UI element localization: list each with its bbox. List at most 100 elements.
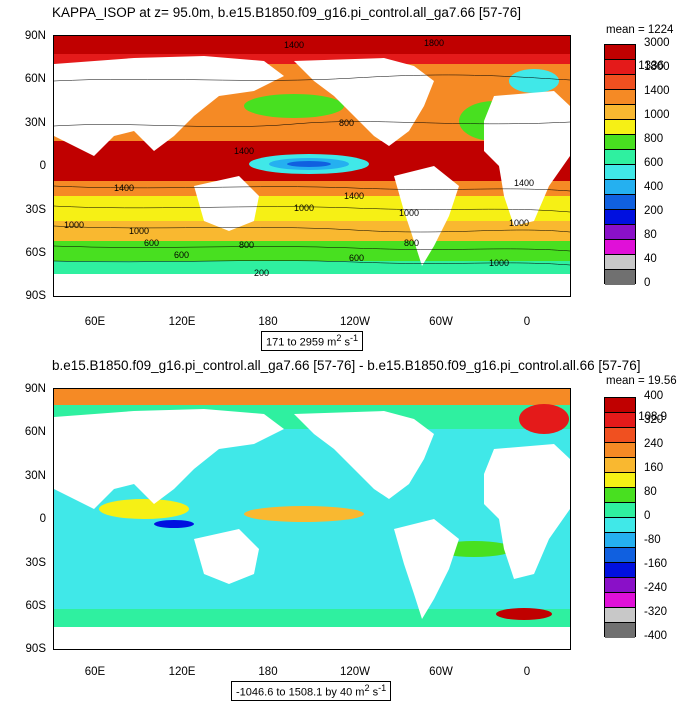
contour-label: 1800 — [424, 38, 444, 48]
contour-label: 600 — [349, 253, 364, 263]
lon-label: 180 — [258, 316, 278, 328]
colorbar-cell — [605, 195, 635, 210]
lat-label: 0 — [39, 160, 46, 172]
range-text: -1046.6 to 1508.1 by 40 m — [236, 686, 365, 699]
contour-label: 1000 — [294, 203, 314, 213]
colorbar-cell — [605, 105, 635, 120]
colorbar-label: 1000 — [644, 109, 670, 121]
southern-red-patch — [496, 608, 552, 620]
lat-label: 30S — [25, 557, 46, 569]
colorbar-cell — [605, 503, 635, 518]
lon-label: 0 — [523, 316, 531, 328]
pacific-warm-patch — [244, 506, 364, 522]
contour-label: 800 — [404, 238, 419, 248]
colorbar-cell — [605, 75, 635, 90]
colorbar-label: 160 — [644, 462, 664, 474]
panel1-map-svg: 1400 1800 800 1400 1400 1000 1000 1000 6… — [54, 36, 570, 296]
contour-label: 800 — [239, 240, 254, 250]
panel2-mean: mean = 19.56 — [606, 375, 677, 387]
colorbar-label: 600 — [644, 157, 664, 169]
contour-label: 1000 — [399, 208, 419, 218]
panel1-map: 1400 1800 800 1400 1400 1000 1000 1000 6… — [53, 35, 571, 297]
colorbar-cell — [605, 135, 635, 150]
colorbar-cell — [605, 255, 635, 270]
colorbar-label: 3000 — [644, 37, 670, 49]
colorbar-cell — [605, 240, 635, 255]
contour-label: 1000 — [489, 258, 509, 268]
land-south-america — [394, 166, 459, 266]
contour-label: 1400 — [114, 183, 134, 193]
land-north-america — [294, 411, 434, 499]
colorbar-label: 1800 — [644, 61, 670, 73]
north-atlantic-red — [519, 404, 569, 434]
range-suffix-sup: -1 — [378, 683, 387, 693]
lat-label: 90S — [25, 643, 46, 655]
lat-label: 60S — [25, 247, 46, 259]
lon-label: 60W — [429, 316, 453, 328]
southern-yellow-band — [54, 196, 570, 221]
lon-label: 0 — [523, 666, 531, 678]
range-unit-sup: 2 — [336, 333, 342, 343]
colorbar-label: 400 — [644, 181, 664, 193]
colorbar-label: -400 — [644, 630, 668, 642]
colorbar-label: 320 — [644, 414, 664, 426]
lat-label: 30N — [24, 470, 46, 482]
colorbar-cell — [605, 180, 635, 195]
lon-label: 120W — [339, 316, 371, 328]
lon-label: 60W — [429, 666, 453, 678]
colorbar-cell — [605, 225, 635, 240]
colorbar-label: 80 — [644, 486, 657, 498]
contour-label: 1400 — [514, 178, 534, 188]
lon-label: 60E — [84, 666, 106, 678]
arctic-band — [54, 389, 570, 405]
panel2-map — [53, 388, 571, 650]
arctic-band-2 — [54, 54, 570, 64]
panel1-mean: mean = 1224 — [606, 24, 674, 36]
lat-label: 30S — [25, 204, 46, 216]
lat-label: 90S — [25, 290, 46, 302]
panel2-colorbar — [604, 397, 636, 638]
colorbar-cell — [605, 533, 635, 548]
lon-label: 120E — [168, 316, 196, 328]
contour-label: 1000 — [129, 226, 149, 236]
colorbar-label: 800 — [644, 133, 664, 145]
contour-label: 1400 — [284, 40, 304, 50]
colorbar-cell — [605, 413, 635, 428]
colorbar-cell — [605, 60, 635, 75]
lat-label: 60S — [25, 600, 46, 612]
contour-label: 1000 — [64, 220, 84, 230]
lat-label: 30N — [24, 117, 46, 129]
contour-label: 200 — [254, 268, 269, 278]
land-eurasia — [54, 56, 284, 156]
land-africa — [484, 444, 570, 579]
panel2-range-label: -1046.6 to 1508.1 by 40 m2 s-1 — [231, 681, 392, 701]
colorbar-cell — [605, 623, 635, 638]
colorbar-cell — [605, 488, 635, 503]
colorbar-cell — [605, 608, 635, 623]
colorbar-label: 400 — [644, 390, 664, 402]
colorbar-cell — [605, 428, 635, 443]
colorbar-label: -160 — [644, 558, 668, 570]
land-australia — [194, 529, 259, 584]
colorbar-label: 0 — [644, 510, 651, 522]
contour-label: 600 — [144, 238, 159, 248]
contour-label-group: 1400 1800 800 1400 1400 1000 1000 1000 6… — [64, 38, 534, 278]
colorbar-cell — [605, 443, 635, 458]
arctic-band — [54, 36, 570, 54]
lon-label: 120W — [339, 666, 371, 678]
colorbar-label: -80 — [644, 534, 661, 546]
lon-label: 120E — [168, 666, 196, 678]
colorbar-cell — [605, 150, 635, 165]
lat-label: 60N — [24, 73, 46, 85]
colorbar-cell — [605, 593, 635, 608]
colorbar-cell — [605, 90, 635, 105]
land-africa — [484, 91, 570, 226]
panel1-range-label: 171 to 2959 m2 s-1 — [261, 331, 364, 351]
lat-label: 90N — [24, 30, 46, 42]
land-australia — [194, 176, 259, 231]
north-atlantic-cyan — [509, 69, 559, 93]
colorbar-cell — [605, 473, 635, 488]
colorbar-label: 40 — [644, 253, 657, 265]
colorbar-label: -320 — [644, 606, 668, 618]
contour-lines — [54, 74, 570, 266]
